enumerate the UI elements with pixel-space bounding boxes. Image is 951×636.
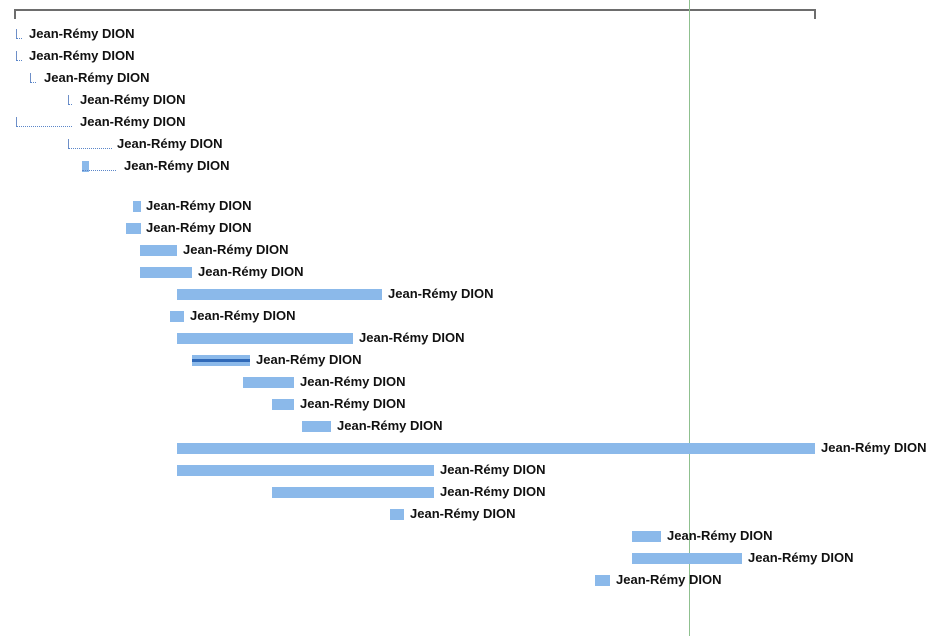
- task-bar[interactable]: [177, 465, 434, 476]
- resource-label: Jean-Rémy DION: [29, 48, 135, 63]
- gantt-row: Jean-Rémy DION: [0, 240, 951, 260]
- gantt-row: Jean-Rémy DION: [0, 24, 951, 44]
- milestone-marker[interactable]: [16, 117, 17, 126]
- milestone-marker[interactable]: [68, 95, 69, 104]
- task-bar[interactable]: [272, 399, 294, 410]
- slack-line: [68, 148, 112, 149]
- resource-label: Jean-Rémy DION: [44, 70, 150, 85]
- gantt-row: Jean-Rémy DION: [0, 438, 951, 458]
- milestone-marker[interactable]: [68, 139, 69, 148]
- task-bar[interactable]: [177, 333, 353, 344]
- gantt-row: Jean-Rémy DION: [0, 46, 951, 66]
- task-bar[interactable]: [126, 223, 141, 234]
- resource-label: Jean-Rémy DION: [667, 528, 773, 543]
- gantt-row: Jean-Rémy DION: [0, 156, 951, 176]
- task-bar[interactable]: [177, 443, 815, 454]
- gantt-row: Jean-Rémy DION: [0, 328, 951, 348]
- slack-line: [30, 82, 36, 83]
- gantt-row: Jean-Rémy DION: [0, 284, 951, 304]
- task-bar[interactable]: [133, 201, 141, 212]
- gantt-row: Jean-Rémy DION: [0, 570, 951, 590]
- gantt-row: Jean-Rémy DION: [0, 262, 951, 282]
- task-progress-bar: [192, 359, 250, 362]
- resource-label: Jean-Rémy DION: [29, 26, 135, 41]
- task-bar[interactable]: [170, 311, 184, 322]
- gantt-row: Jean-Rémy DION: [0, 112, 951, 132]
- gantt-row: Jean-Rémy DION: [0, 306, 951, 326]
- gantt-row: Jean-Rémy DION: [0, 68, 951, 88]
- slack-line: [16, 60, 22, 61]
- task-bar[interactable]: [140, 245, 177, 256]
- task-bar[interactable]: [192, 355, 250, 366]
- slack-line: [68, 104, 72, 105]
- gantt-row: Jean-Rémy DION: [0, 350, 951, 370]
- project-summary-bar[interactable]: [14, 9, 816, 19]
- task-bar[interactable]: [390, 509, 404, 520]
- task-bar[interactable]: [272, 487, 434, 498]
- resource-label: Jean-Rémy DION: [80, 92, 186, 107]
- resource-label: Jean-Rémy DION: [183, 242, 289, 257]
- milestone-marker[interactable]: [16, 51, 17, 60]
- gantt-row: Jean-Rémy DION: [0, 504, 951, 524]
- task-bar[interactable]: [595, 575, 610, 586]
- milestone-marker[interactable]: [16, 29, 17, 38]
- resource-label: Jean-Rémy DION: [146, 220, 252, 235]
- task-bar[interactable]: [243, 377, 294, 388]
- resource-label: Jean-Rémy DION: [124, 158, 230, 173]
- gantt-row: Jean-Rémy DION: [0, 196, 951, 216]
- task-bar[interactable]: [82, 161, 89, 172]
- gantt-row: Jean-Rémy DION: [0, 548, 951, 568]
- resource-label: Jean-Rémy DION: [146, 198, 252, 213]
- gantt-row: Jean-Rémy DION: [0, 460, 951, 480]
- resource-label: Jean-Rémy DION: [359, 330, 465, 345]
- gantt-row: Jean-Rémy DION: [0, 218, 951, 238]
- task-bar[interactable]: [177, 289, 382, 300]
- resource-label: Jean-Rémy DION: [300, 374, 406, 389]
- resource-label: Jean-Rémy DION: [300, 396, 406, 411]
- slack-line: [16, 126, 72, 127]
- task-bar[interactable]: [632, 553, 742, 564]
- gantt-row: Jean-Rémy DION: [0, 526, 951, 546]
- task-bar[interactable]: [140, 267, 192, 278]
- gantt-row: Jean-Rémy DION: [0, 482, 951, 502]
- gantt-row: Jean-Rémy DION: [0, 372, 951, 392]
- resource-label: Jean-Rémy DION: [616, 572, 722, 587]
- resource-label: Jean-Rémy DION: [410, 506, 516, 521]
- resource-label: Jean-Rémy DION: [190, 308, 296, 323]
- resource-label: Jean-Rémy DION: [337, 418, 443, 433]
- gantt-row: Jean-Rémy DION: [0, 90, 951, 110]
- resource-label: Jean-Rémy DION: [440, 462, 546, 477]
- slack-line: [16, 38, 22, 39]
- today-marker-line: [689, 0, 690, 636]
- resource-label: Jean-Rémy DION: [80, 114, 186, 129]
- resource-label: Jean-Rémy DION: [388, 286, 494, 301]
- task-bar[interactable]: [302, 421, 331, 432]
- resource-label: Jean-Rémy DION: [117, 136, 223, 151]
- task-bar[interactable]: [632, 531, 661, 542]
- milestone-marker[interactable]: [30, 73, 31, 82]
- gantt-row: Jean-Rémy DION: [0, 134, 951, 154]
- resource-label: Jean-Rémy DION: [748, 550, 854, 565]
- slack-line: [82, 170, 116, 171]
- gantt-row: Jean-Rémy DION: [0, 416, 951, 436]
- resource-label: Jean-Rémy DION: [821, 440, 927, 455]
- resource-label: Jean-Rémy DION: [198, 264, 304, 279]
- resource-label: Jean-Rémy DION: [440, 484, 546, 499]
- gantt-row: Jean-Rémy DION: [0, 394, 951, 414]
- resource-label: Jean-Rémy DION: [256, 352, 362, 367]
